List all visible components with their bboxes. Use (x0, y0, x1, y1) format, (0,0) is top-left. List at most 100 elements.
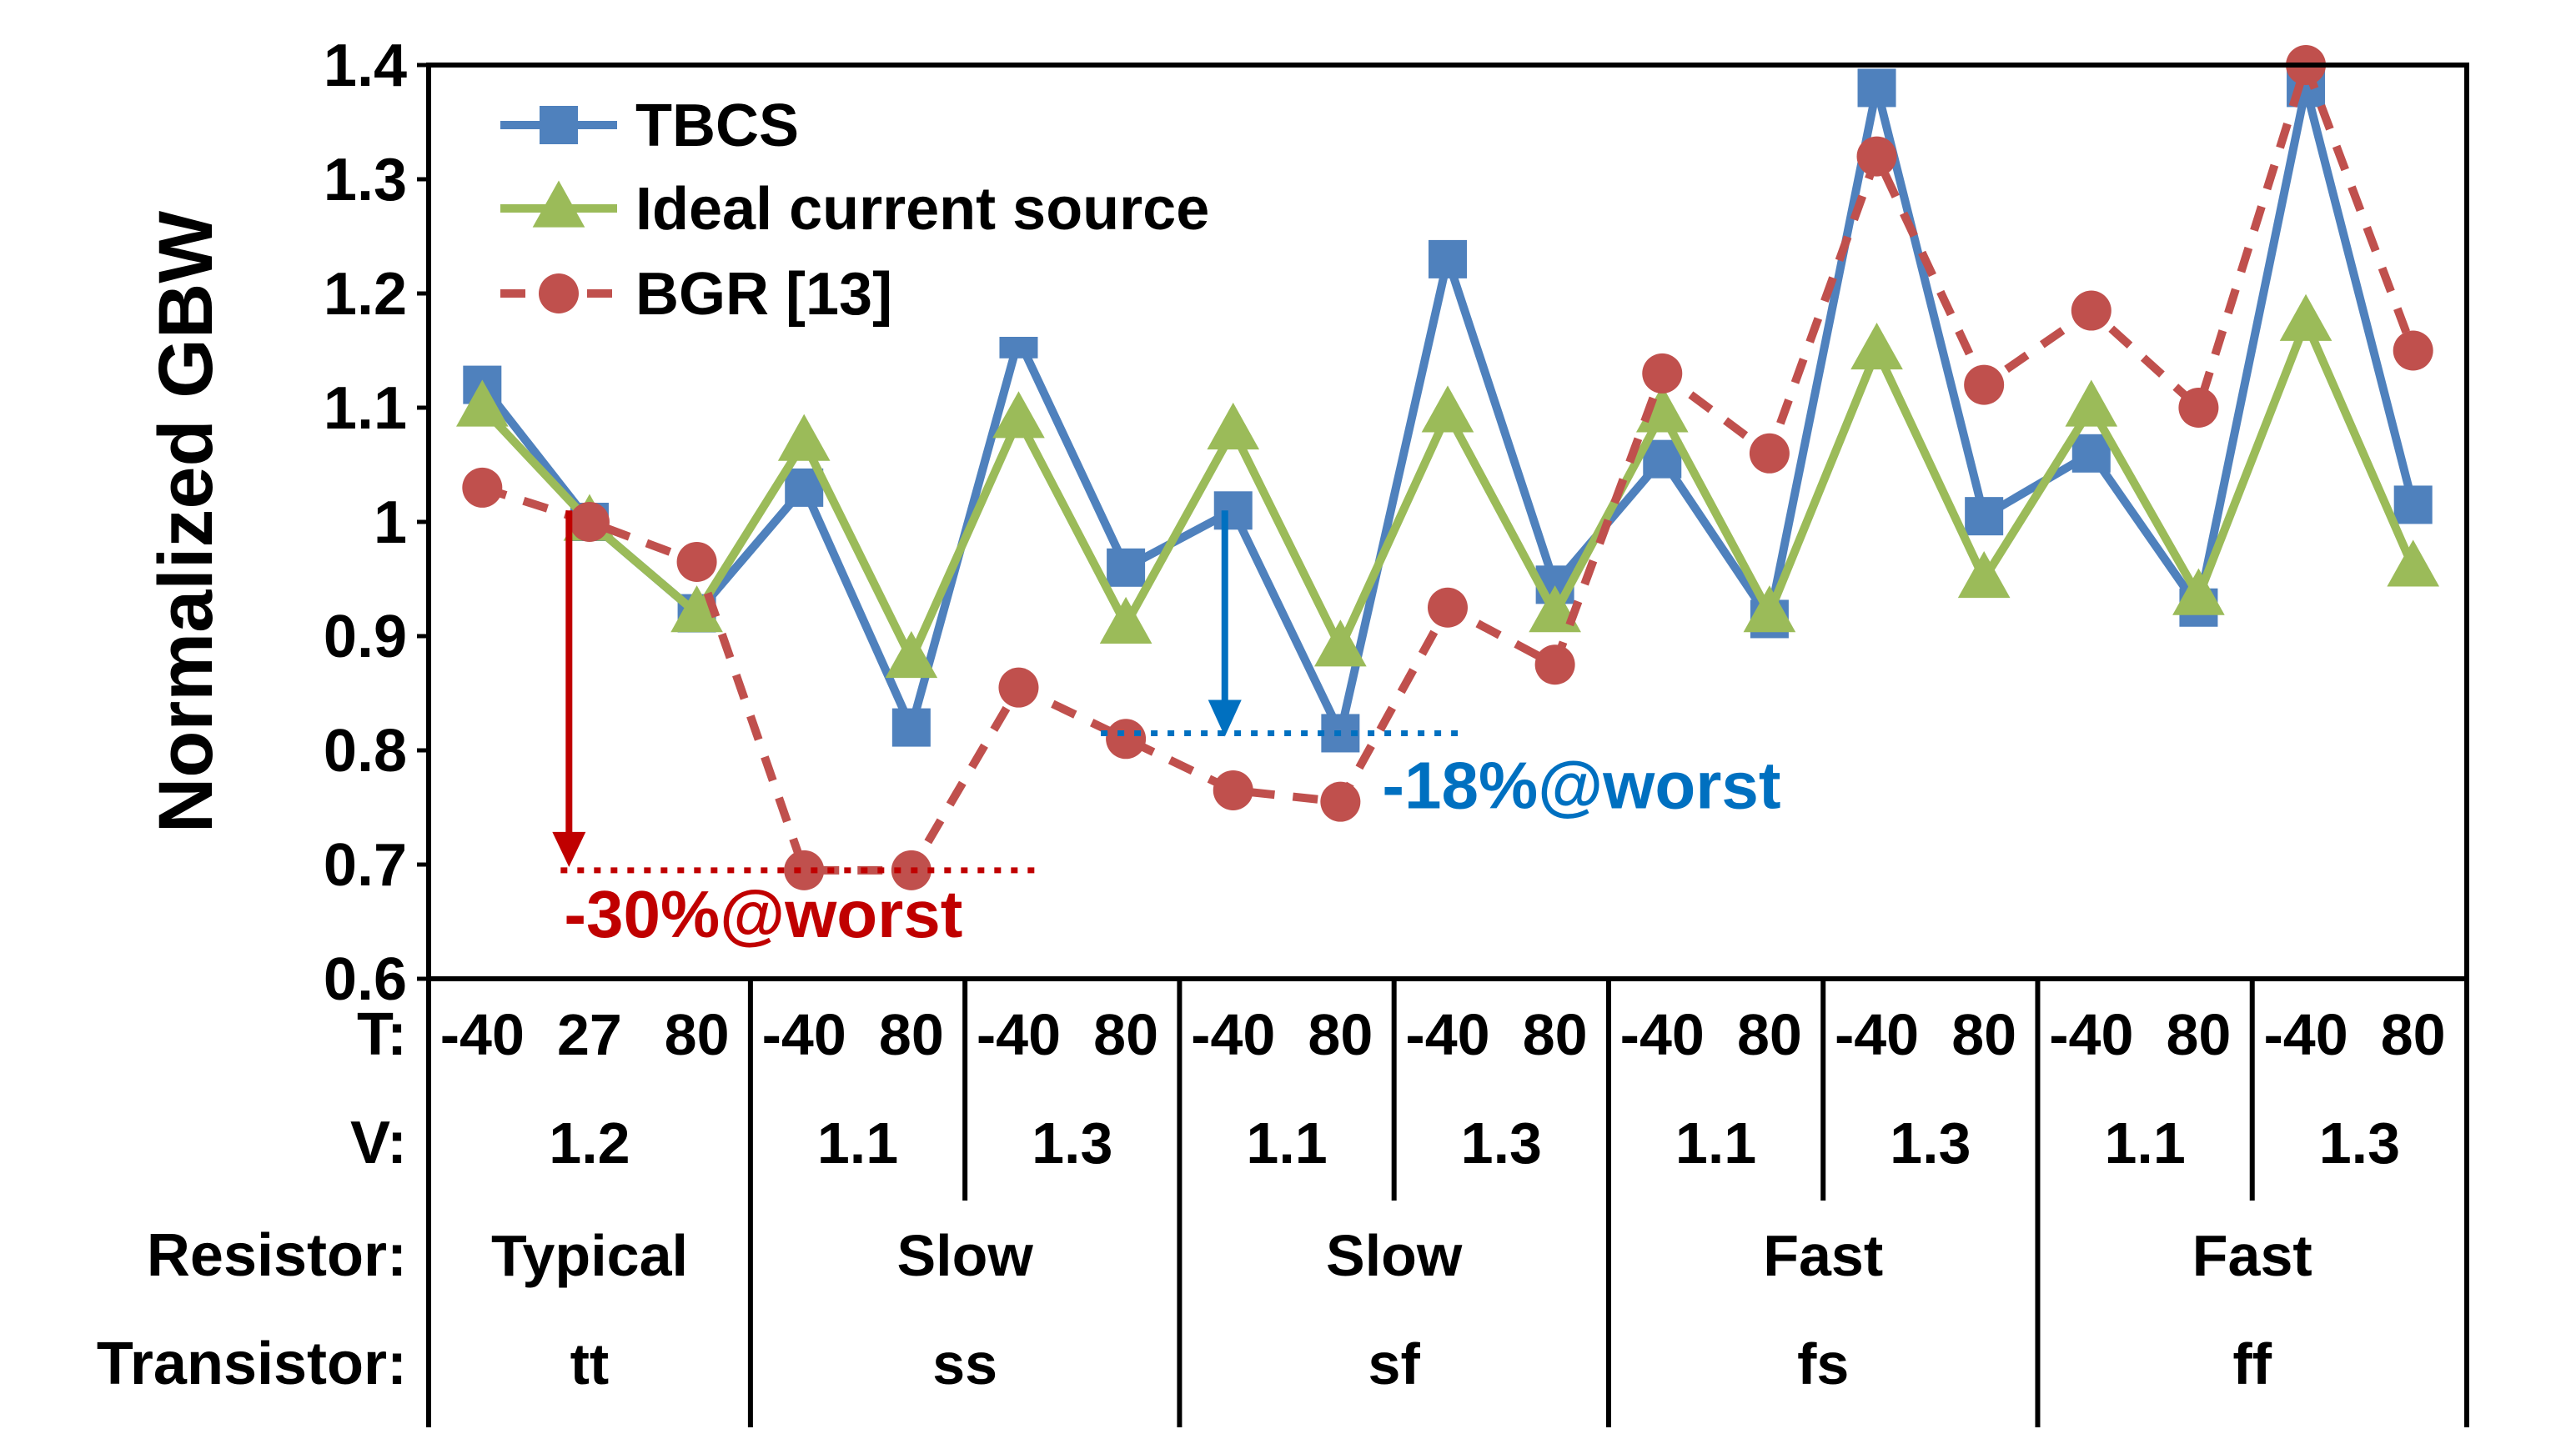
legend-label-0: TBCS (635, 93, 799, 159)
ideal-point (1207, 402, 1260, 450)
y-tick-label: 1.3 (324, 147, 407, 213)
y-tick-label: 1.2 (324, 261, 407, 328)
temperature-label: 80 (1523, 1002, 1588, 1067)
ideal-point (532, 180, 585, 228)
bgr-point (1642, 353, 1683, 394)
tbcs-point (1429, 239, 1467, 278)
bgr-point (998, 667, 1039, 708)
row-label-resistor: Resistor: (147, 1222, 407, 1289)
ideal-point (1957, 551, 2011, 599)
temperature-label: -40 (977, 1002, 1061, 1067)
resistor-label: Slow (896, 1223, 1033, 1288)
legend-label-2: BGR [13] (635, 261, 892, 328)
y-tick-label: 0.8 (324, 718, 407, 785)
tbcs-point (891, 708, 931, 747)
transistor-label: sf (1368, 1331, 1421, 1396)
row-label-t: T: (357, 1001, 407, 1068)
bgr-point (1106, 719, 1147, 760)
resistor-label: Fast (2192, 1223, 2312, 1288)
transistor-label: ss (932, 1331, 997, 1396)
red-annotation-text: -30%@worst (564, 877, 962, 951)
ideal-point (1850, 323, 1903, 370)
ideal-point (1743, 585, 1796, 633)
red-arrowhead (552, 831, 586, 867)
row-label-transistor: Transistor: (97, 1331, 407, 1397)
bgr-point (569, 502, 610, 542)
bgr-point (539, 273, 579, 313)
temperature-label: 80 (1093, 1002, 1158, 1067)
ideal-point (1314, 619, 1367, 667)
temperature-label: 80 (665, 1002, 730, 1067)
y-tick-label: 1.1 (324, 375, 407, 442)
ideal-point (777, 414, 831, 461)
tbcs-point (1643, 439, 1682, 479)
voltage-label: 1.3 (1461, 1111, 1542, 1176)
transistor-label: tt (570, 1331, 610, 1396)
y-axis: 0.6 0.7 0.8 0.9 1 1.1 1.2 1.3 1.4 (324, 33, 429, 1013)
voltage-label: 1.3 (1890, 1111, 1971, 1176)
temperature-label: 80 (2166, 1002, 2231, 1067)
temperature-label: 80 (1308, 1002, 1373, 1067)
transistor-label: fs (1797, 1331, 1849, 1396)
voltage-label: 1.2 (549, 1111, 630, 1176)
tbcs-point (2071, 434, 2111, 473)
ideal-point (885, 630, 938, 679)
ideal-point (2172, 568, 2225, 615)
ideal-point (992, 391, 1045, 439)
y-tick-label: 0.6 (324, 946, 407, 1013)
resistor-label: Typical (491, 1223, 688, 1288)
temperature-label: 80 (1951, 1002, 2016, 1067)
plot-series (455, 45, 2440, 890)
temperature-label: -40 (1620, 1002, 1705, 1067)
ideal-point (1421, 385, 1474, 433)
voltage-label: 1.3 (1032, 1111, 1112, 1176)
tbcs-point (1857, 68, 1896, 108)
bgr-point (1428, 587, 1468, 628)
tbcs-point (1107, 548, 1146, 587)
blue-arrowhead (1208, 699, 1242, 737)
legend-box (484, 70, 1351, 337)
bgr-point (2178, 388, 2219, 428)
y-tick-label: 1.4 (324, 33, 407, 99)
voltage-label: 1.1 (1246, 1111, 1327, 1176)
row-label-v: V: (350, 1110, 407, 1176)
temperature-label: -40 (440, 1002, 525, 1067)
voltage-label: 1.1 (817, 1111, 898, 1176)
tbcs-point (1965, 497, 2004, 536)
temperature-label: 80 (1737, 1002, 1802, 1067)
temperature-label: -40 (762, 1002, 846, 1067)
tbcs-point (540, 106, 578, 144)
x-axis-table: T: V: Resistor: Transistor: -40 27 80 -40 80 -40 8… (97, 979, 2469, 1427)
voltage-label: 1.3 (2319, 1111, 2400, 1176)
y-axis-title: Normalized GBW (143, 211, 228, 833)
bgr-point (1213, 770, 1253, 810)
bgr-point (676, 541, 717, 582)
voltage-label: 1.1 (2104, 1111, 2185, 1176)
voltage-label: 1.1 (1675, 1111, 1756, 1176)
temperature-label: -40 (1191, 1002, 1275, 1067)
resistor-label: Slow (1326, 1223, 1463, 1288)
y-tick-label: 0.9 (324, 604, 407, 670)
blue-annotation-text: -18%@worst (1382, 748, 1780, 822)
bgr-point (1320, 781, 1361, 822)
ideal-point (670, 585, 723, 633)
bgr-point (2071, 290, 2112, 331)
temperature-label: -40 (1405, 1002, 1489, 1067)
ideal-point (1099, 596, 1152, 644)
transistor-label: ff (2232, 1331, 2272, 1396)
bgr-point (1749, 433, 1790, 474)
temperature-label: 27 (557, 1002, 622, 1067)
temperature-label: -40 (2049, 1002, 2133, 1067)
tbcs-point (1213, 491, 1253, 530)
annotations: -18%@worst -30%@worst (552, 510, 1780, 951)
temperature-label: -40 (2263, 1002, 2348, 1067)
resistor-label: Fast (1763, 1223, 1883, 1288)
legend-label-1: Ideal current source (635, 176, 1209, 243)
ideal-point (2065, 379, 2118, 427)
bgr-point (1964, 364, 2005, 405)
temperature-label: 80 (2381, 1002, 2446, 1067)
bgr-point (784, 850, 825, 890)
legend: TBCS Ideal current source BGR [13] (484, 70, 1351, 337)
ideal-point (2279, 293, 2332, 341)
